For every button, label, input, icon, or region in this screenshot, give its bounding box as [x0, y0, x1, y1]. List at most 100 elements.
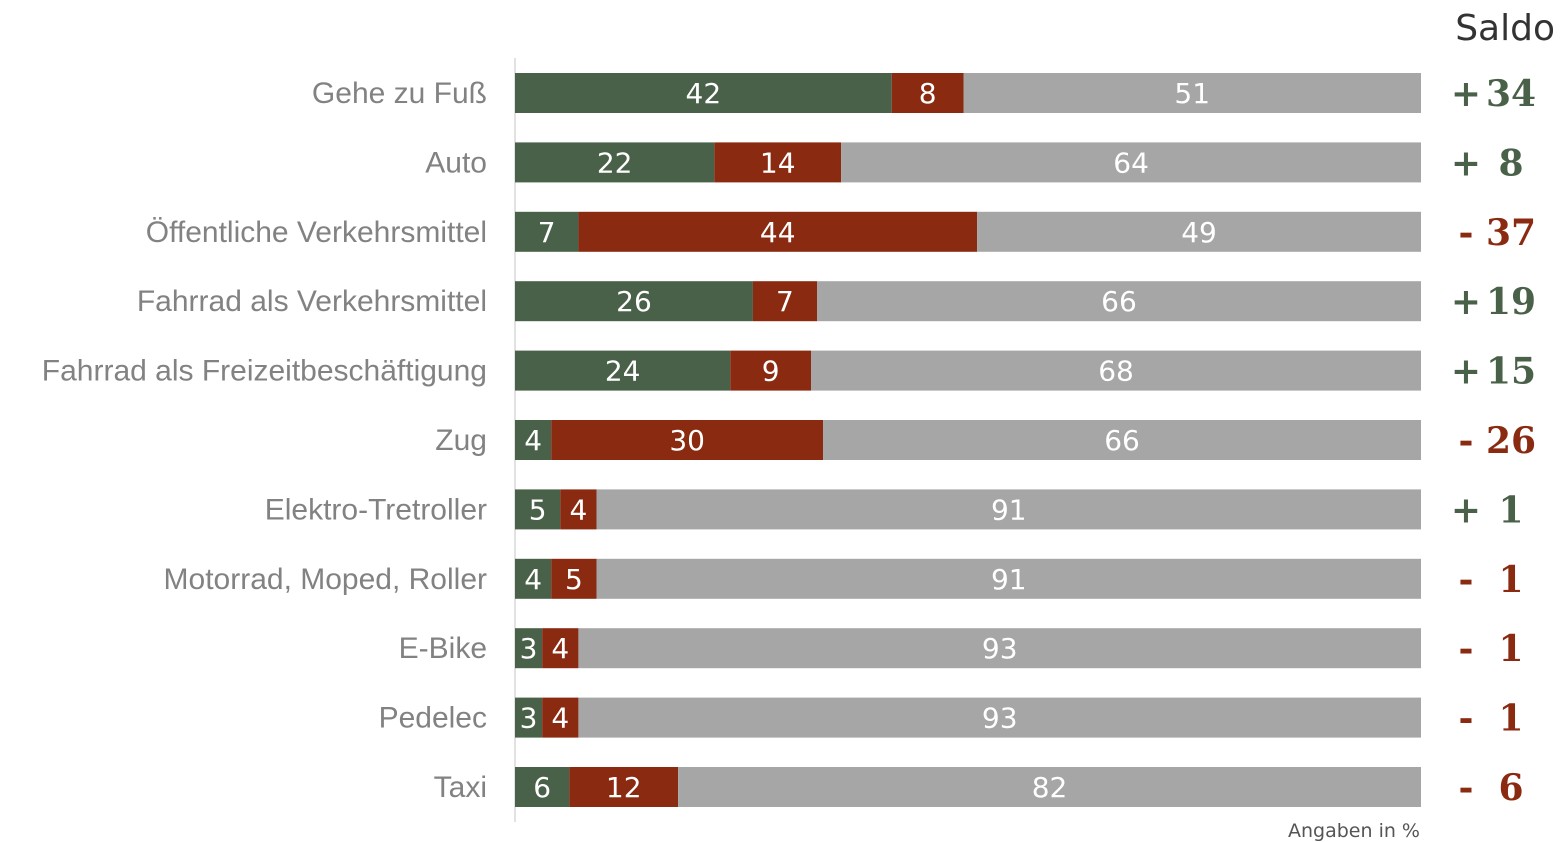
saldo-sign-0: +: [1451, 73, 1481, 115]
segment-value-label-4-1: 9: [762, 355, 780, 388]
segment-value-label-4-2: 68: [1098, 355, 1134, 388]
saldo-sign-10: -: [1459, 767, 1474, 809]
category-label-5: Zug: [435, 424, 487, 457]
category-label-1: Auto: [425, 146, 487, 179]
bar-segment-10-1: [569, 767, 679, 807]
segment-value-label-2-2: 49: [1181, 216, 1217, 249]
segment-value-label-10-0: 6: [533, 771, 551, 804]
segment-value-label-9-1: 4: [551, 702, 569, 735]
bar-segment-6-1: [560, 489, 597, 530]
bar-segment-8-1: [542, 628, 579, 669]
bar-segment-0-1: [891, 73, 964, 113]
segment-value-label-6-1: 4: [570, 493, 588, 526]
saldo-group: +34+ 8- 37+ 19+ 15- 26+ 1- 1- 1- 1- 6: [1451, 73, 1536, 809]
segment-value-label-5-0: 4: [524, 424, 542, 457]
segment-value-label-9-0: 3: [520, 702, 538, 735]
bar-segment-6-0: [515, 489, 561, 530]
saldo-value-7: 1: [1498, 559, 1523, 601]
bar-segment-4-1: [730, 350, 812, 391]
bar-segment-3-0: [515, 281, 753, 322]
saldo-value-9: 1: [1498, 698, 1523, 740]
saldo-sign-5: -: [1459, 420, 1474, 462]
segment-value-label-10-2: 82: [1032, 771, 1068, 804]
segment-value-label-4-0: 24: [605, 355, 641, 388]
saldo-value-4: 15: [1486, 351, 1536, 393]
saldo-value-6: 1: [1498, 489, 1523, 531]
saldo-sign-2: -: [1459, 212, 1474, 254]
saldo-sign-4: +: [1451, 351, 1481, 393]
segment-value-label-0-1: 8: [919, 77, 937, 110]
bar-segment-0-0: [515, 73, 892, 113]
saldo-value-3: 19: [1486, 281, 1536, 323]
saldo-sign-8: -: [1459, 628, 1474, 670]
bar-segment-9-1: [542, 697, 579, 738]
bar-segment-5-1: [551, 420, 824, 460]
segment-value-label-3-1: 7: [776, 285, 794, 318]
bar-segment-2-1: [578, 211, 978, 252]
segment-value-label-0-2: 51: [1174, 77, 1210, 110]
bar-segment-1-2: [841, 142, 1421, 183]
saldo-sign-9: -: [1459, 698, 1474, 740]
saldo-value-10: 6: [1498, 767, 1523, 809]
segment-value-label-6-0: 5: [529, 493, 547, 526]
saldo-value-0: 34: [1486, 73, 1536, 115]
bar-segment-7-0: [515, 558, 552, 599]
bar-segment-7-2: [596, 558, 1421, 599]
category-label-7: Motorrad, Moped, Roller: [164, 563, 487, 596]
segment-value-label-5-1: 30: [669, 424, 705, 457]
category-label-3: Fahrrad als Verkehrsmittel: [137, 285, 487, 318]
bar-segment-2-0: [515, 211, 579, 252]
bar-segment-1-1: [714, 142, 842, 183]
segment-value-label-6-2: 91: [991, 493, 1027, 526]
bar-segment-9-2: [578, 697, 1421, 738]
category-label-9: Pedelec: [379, 702, 487, 735]
segment-value-label-5-2: 66: [1104, 424, 1140, 457]
saldo-sign-3: +: [1451, 281, 1481, 323]
saldo-value-2: 37: [1486, 212, 1536, 254]
bar-segment-1-0: [515, 142, 715, 183]
saldo-sign-6: +: [1451, 489, 1481, 531]
bar-segment-5-0: [515, 420, 552, 460]
bar-segment-5-2: [823, 420, 1421, 460]
segment-value-label-1-1: 14: [760, 146, 796, 179]
saldo-title: Saldo: [1455, 8, 1555, 49]
category-label-4: Fahrrad als Freizeitbeschäftigung: [42, 355, 487, 388]
bar-segment-4-0: [515, 350, 731, 391]
bar-segment-8-2: [578, 628, 1421, 669]
category-label-8: E-Bike: [399, 632, 487, 665]
saldo-value-8: 1: [1498, 628, 1523, 670]
category-label-2: Öffentliche Verkehrsmittel: [146, 216, 487, 249]
category-label-0: Gehe zu Fuß: [312, 77, 487, 110]
units-note: Angaben in %: [1288, 820, 1420, 842]
segment-value-label-3-2: 66: [1101, 285, 1137, 318]
saldo-value-1: 8: [1498, 142, 1523, 184]
segment-value-label-1-0: 22: [597, 146, 633, 179]
segment-value-label-3-0: 26: [616, 285, 652, 318]
segment-value-label-8-2: 93: [982, 632, 1018, 665]
segment-value-label-8-0: 3: [520, 632, 538, 665]
bar-segment-3-1: [752, 281, 817, 322]
bar-segment-6-2: [596, 489, 1421, 530]
segment-value-label-0-0: 42: [686, 77, 722, 110]
category-label-10: Taxi: [434, 771, 487, 804]
bar-segment-9-0: [515, 697, 543, 738]
bar-segment-8-0: [515, 628, 543, 669]
bar-segment-2-2: [977, 211, 1421, 252]
segment-value-label-2-1: 44: [760, 216, 796, 249]
bar-segment-3-2: [817, 281, 1421, 322]
segment-value-label-7-1: 5: [565, 563, 583, 596]
segment-value-label-8-1: 4: [551, 632, 569, 665]
segment-value-label-9-2: 93: [982, 702, 1018, 735]
bar-segment-7-1: [551, 558, 597, 599]
category-labels-group: Gehe zu Fuß Auto Öffentliche Verkehrsmitte…: [42, 77, 487, 804]
segment-value-label-7-2: 91: [991, 563, 1027, 596]
segment-value-label-1-2: 64: [1113, 146, 1149, 179]
segment-value-label-2-0: 7: [538, 216, 556, 249]
bar-segment-10-2: [678, 767, 1421, 807]
bar-segment-10-0: [515, 767, 570, 807]
saldo-sign-7: -: [1459, 559, 1474, 601]
segment-value-label-7-0: 4: [524, 563, 542, 596]
bar-segment-0-2: [963, 73, 1421, 113]
